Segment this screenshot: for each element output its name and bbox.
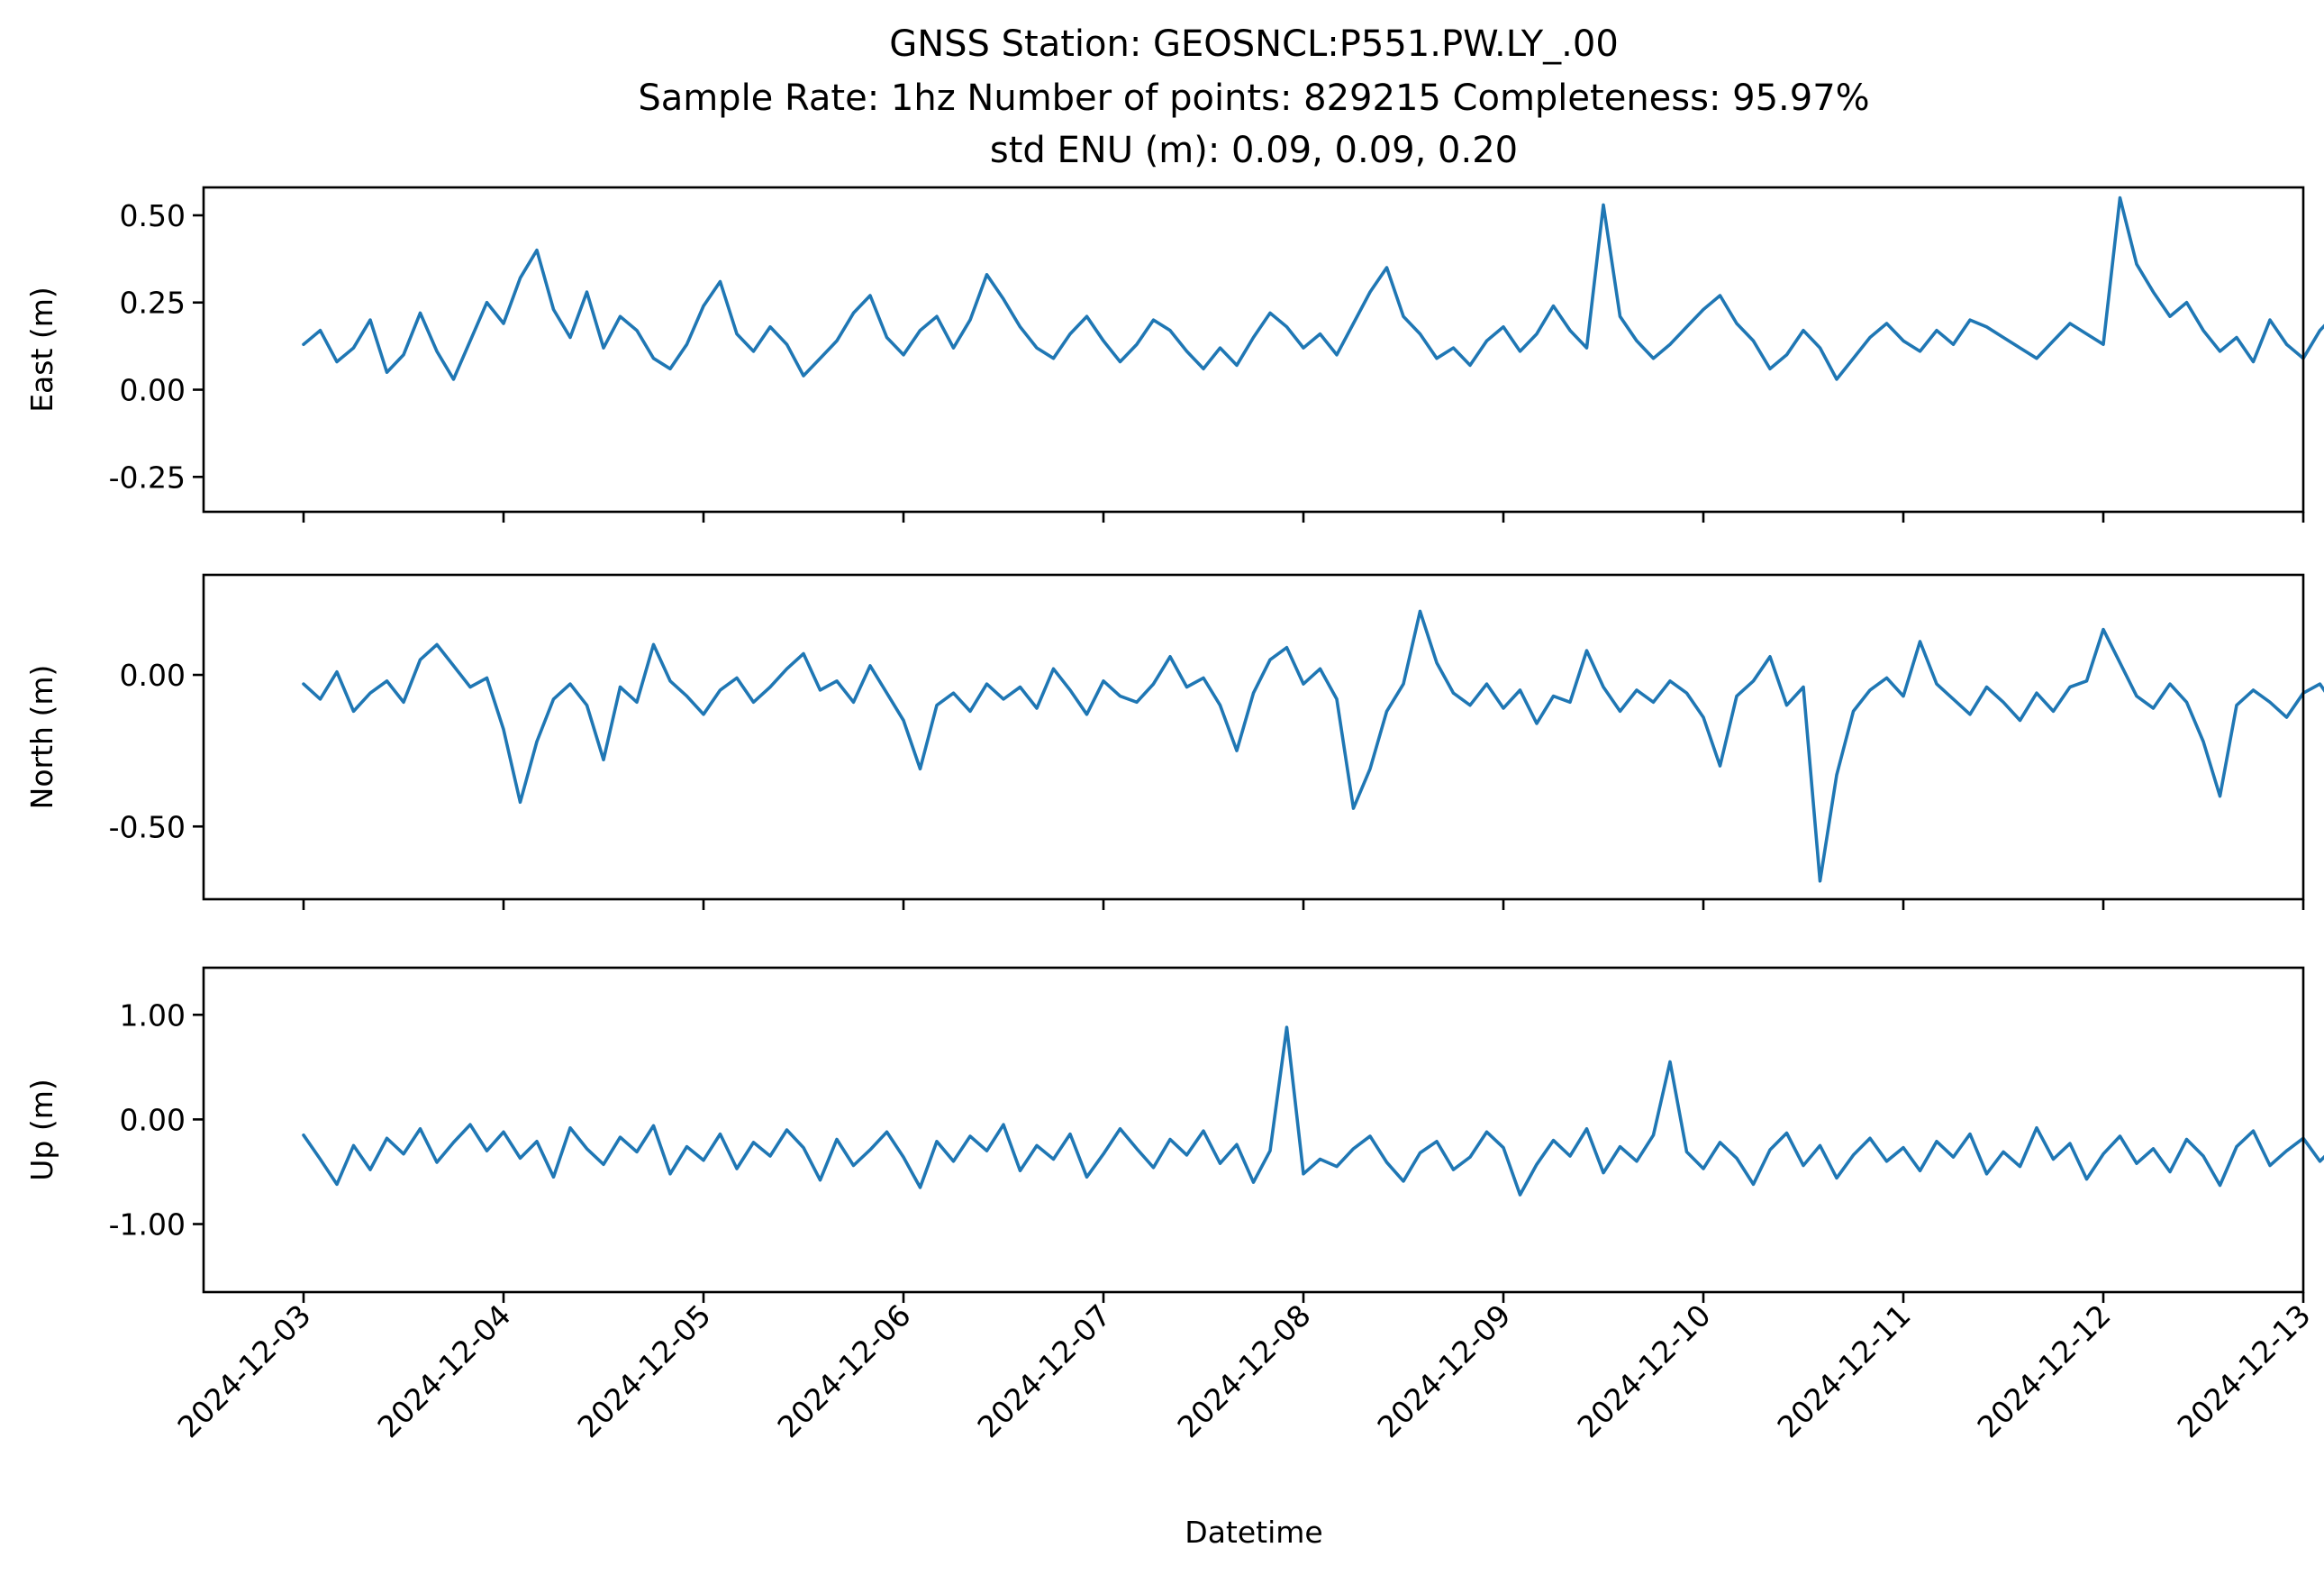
panel-north-series-line <box>302 609 2324 883</box>
panel-east-y-ticks: 0.50 0.25 0.00 -0.25 <box>109 198 204 495</box>
x-tick-label: 2024-12-07 <box>970 1297 1117 1444</box>
panel-up-line-layer <box>302 1025 2324 1197</box>
panel-east-series-line <box>302 196 2324 381</box>
y-tick-label: 0.25 <box>120 286 186 321</box>
panel-north-y-ticks: 0.00 -0.50 <box>109 658 204 844</box>
title-line-2: Sample Rate: 1hz Number of points: 82921… <box>638 77 1869 119</box>
x-tick-label: 2024-12-03 <box>170 1297 317 1444</box>
panel-north-x-ticks <box>302 899 2305 910</box>
x-tick-label: 2024-12-13 <box>2170 1297 2317 1444</box>
x-tick-label: 2024-12-05 <box>570 1297 717 1444</box>
panel-north: 0.00 -0.50 North (m) <box>24 573 2324 910</box>
y-tick-label: 1.00 <box>120 997 186 1033</box>
x-tick-label: 2024-12-08 <box>1170 1297 1317 1444</box>
x-tick-labels: 2024-12-03 2024-12-04 2024-12-05 2024-12-06… <box>170 1297 2317 1444</box>
x-tick-label: 2024-12-11 <box>1770 1297 1917 1444</box>
panel-up-ylabel: Up (m) <box>24 1079 59 1181</box>
panel-up-series-line <box>302 1025 2324 1197</box>
y-tick-label: -0.50 <box>109 809 186 844</box>
panel-north-ylabel: North (m) <box>24 665 59 810</box>
panel-east: 0.50 0.25 0.00 -0.25 East (m) <box>24 186 2324 523</box>
y-tick-label: 0.00 <box>120 658 186 693</box>
x-tick-label: 2024-12-10 <box>1570 1297 1717 1444</box>
y-tick-label: 0.00 <box>120 373 186 408</box>
x-axis-label: Datetime <box>1185 1515 1322 1550</box>
x-tick-label: 2024-12-04 <box>370 1297 517 1444</box>
title-line-3: std ENU (m): 0.09, 0.09, 0.20 <box>990 130 1518 171</box>
y-tick-label: -1.00 <box>109 1207 186 1243</box>
panel-east-ylabel: East (m) <box>24 287 59 413</box>
panel-up-x-ticks <box>302 1292 2305 1303</box>
panel-north-frame <box>202 573 2305 901</box>
y-tick-label: 0.50 <box>120 198 186 233</box>
panel-north-line-layer <box>302 609 2324 883</box>
y-tick-label: -0.25 <box>109 460 186 495</box>
x-tick-label: 2024-12-12 <box>1970 1297 2117 1444</box>
panel-east-line-layer <box>302 196 2324 381</box>
x-tick-label: 2024-12-09 <box>1370 1297 1517 1444</box>
panel-up: 1.00 0.00 -1.00 Up (m) <box>24 966 2324 1303</box>
x-tick-label: 2024-12-06 <box>770 1297 917 1444</box>
panel-east-frame <box>202 186 2305 514</box>
title-line-1: GNSS Station: GEOSNCL:P551.PW.LY_.00 <box>889 23 1619 65</box>
chart-title: GNSS Station: GEOSNCL:P551.PW.LY_.00 Sam… <box>638 23 1869 171</box>
panel-up-y-ticks: 1.00 0.00 -1.00 <box>109 997 204 1243</box>
panel-east-x-ticks <box>302 512 2305 523</box>
panel-up-frame <box>202 966 2305 1294</box>
y-tick-label: 0.00 <box>120 1102 186 1137</box>
